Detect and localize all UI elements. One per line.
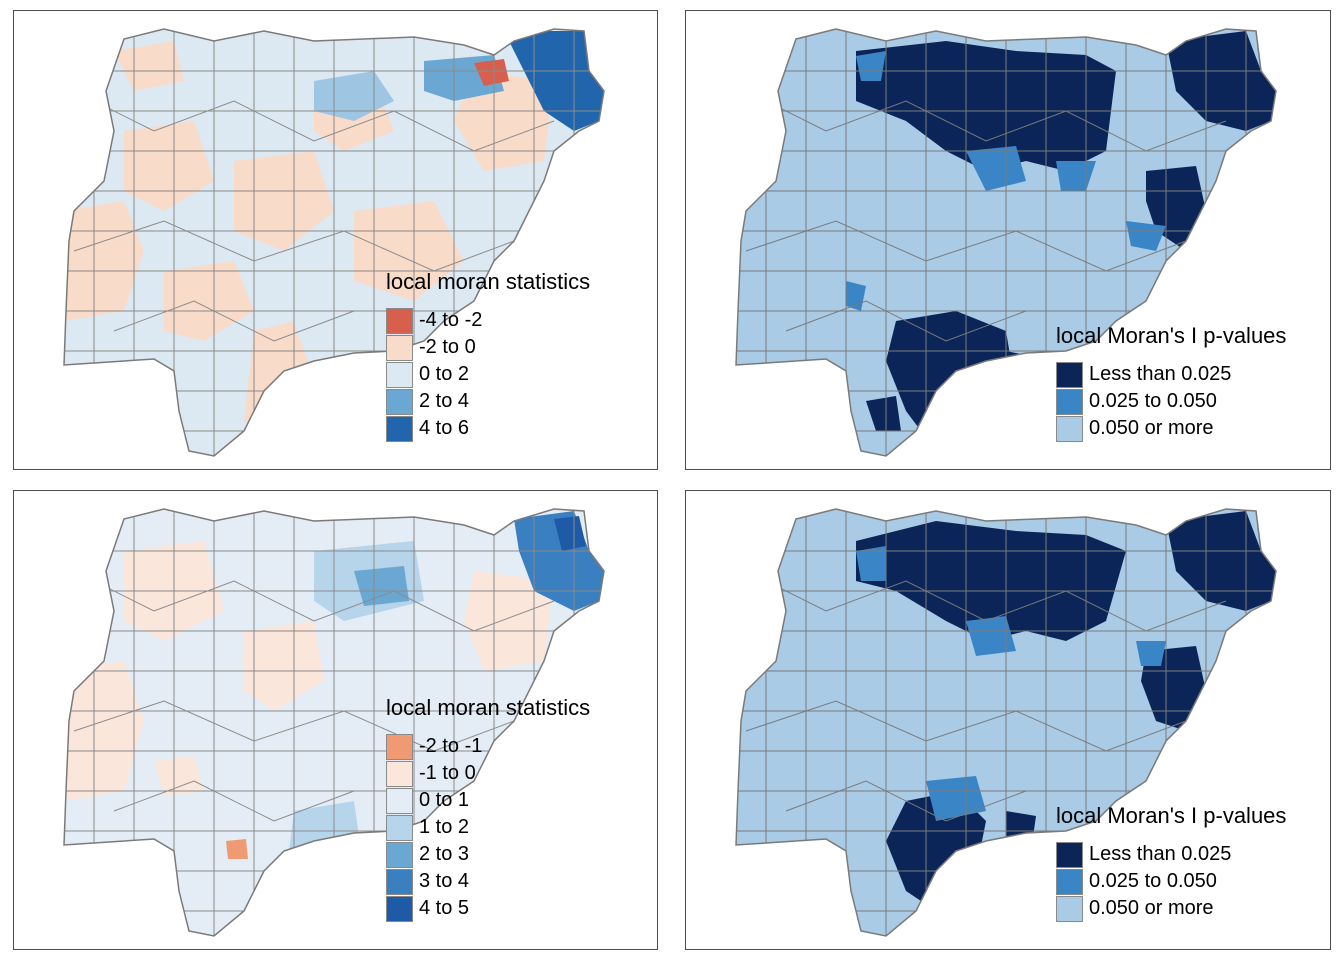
legend-title: local moran statistics [386, 269, 591, 294]
legend-swatch [1056, 361, 1083, 388]
legend-swatch [1056, 841, 1083, 868]
legend-entry: 2 to 4 [386, 388, 590, 415]
legend-swatch [386, 760, 413, 787]
legend-entry: Less than 0.025 [1056, 841, 1286, 868]
country-outline [735, 508, 1277, 937]
country-outline [63, 508, 605, 937]
legend-swatch [386, 334, 413, 361]
legend-swatch [386, 868, 413, 895]
legend-entry: -2 to 0 [386, 334, 590, 361]
legend-entry: 0.050 or more [1056, 895, 1286, 922]
map-panel-top-right: local Moran's I p-values Less than 0.025… [685, 10, 1331, 470]
legend-swatch [386, 361, 413, 388]
legend-label: 1 to 2 [419, 816, 470, 838]
legend-entry: 0 to 1 [386, 787, 590, 814]
country-outline [63, 28, 605, 457]
legend: local Moran's I p-values Less than 0.025… [1056, 803, 1286, 922]
legend-items: Less than 0.025 0.025 to 0.050 0.050 or mo… [1056, 841, 1286, 922]
legend-entry: 0.025 to 0.050 [1056, 868, 1286, 895]
legend-label: Less than 0.025 [1089, 363, 1232, 385]
choropleth-map [735, 28, 1277, 457]
legend-entry: Less than 0.025 [1056, 361, 1286, 388]
map-panel-top-left: local moran statistics -4 to -2 -2 to 0 0 … [13, 10, 658, 470]
legend-entry: 0.050 or more [1056, 415, 1286, 442]
legend-swatch [386, 733, 413, 760]
legend-entry: -2 to -1 [386, 733, 590, 760]
legend-label: 0 to 1 [419, 789, 470, 811]
legend-items: -4 to -2 -2 to 0 0 to 2 2 to 4 4 to 6 [386, 307, 590, 442]
legend-swatch [1056, 868, 1083, 895]
legend-swatch [386, 388, 413, 415]
legend-entry: -4 to -2 [386, 307, 590, 334]
legend-entry: 4 to 5 [386, 895, 590, 922]
legend-swatch [386, 895, 413, 922]
map-panel-bottom-right: local Moran's I p-values Less than 0.025… [685, 490, 1331, 950]
choropleth-map [63, 508, 605, 937]
legend-entry: 0 to 2 [386, 361, 590, 388]
legend-items: Less than 0.025 0.025 to 0.050 0.050 or mo… [1056, 361, 1286, 442]
legend-label: 2 to 4 [419, 390, 470, 412]
legend-label: 0.025 to 0.050 [1089, 390, 1217, 412]
legend-entry: 0.025 to 0.050 [1056, 388, 1286, 415]
country-outline [735, 28, 1277, 457]
legend-label: -2 to 0 [419, 336, 476, 358]
district-boundaries [64, 29, 604, 456]
legend: local Moran's I p-values Less than 0.025… [1056, 323, 1286, 442]
choropleth-map [735, 508, 1277, 937]
legend-label: 2 to 3 [419, 843, 470, 865]
legend-entry: 1 to 2 [386, 814, 590, 841]
map-panel-bottom-left: local moran statistics -2 to -1 -1 to 0 0 … [13, 490, 658, 950]
legend-swatch [1056, 895, 1083, 922]
legend-swatch [1056, 388, 1083, 415]
legend-label: 4 to 5 [419, 897, 470, 919]
legend-label: 4 to 6 [419, 417, 470, 439]
legend-swatch [386, 415, 413, 442]
choropleth-map [63, 28, 605, 457]
legend: local moran statistics -4 to -2 -2 to 0 0 … [386, 269, 590, 442]
legend-title: local Moran's I p-values [1056, 803, 1287, 828]
legend-title: local moran statistics [386, 695, 591, 720]
legend-label: 0.025 to 0.050 [1089, 870, 1217, 892]
legend-entry: 2 to 3 [386, 841, 590, 868]
legend-label: 0 to 2 [419, 363, 470, 385]
legend-entry: 4 to 6 [386, 415, 590, 442]
legend-swatch [386, 814, 413, 841]
legend-label: 0.050 or more [1089, 897, 1214, 919]
legend-entry: 3 to 4 [386, 868, 590, 895]
legend-label: 0.050 or more [1089, 417, 1214, 439]
legend-label: -1 to 0 [419, 762, 476, 784]
legend-swatch [386, 307, 413, 334]
legend-label: -2 to -1 [419, 735, 483, 757]
legend-swatch [386, 841, 413, 868]
legend-swatch [1056, 415, 1083, 442]
legend: local moran statistics -2 to -1 -1 to 0 0 … [386, 695, 590, 922]
region-patches [846, 31, 1276, 451]
legend-label: 3 to 4 [419, 870, 470, 892]
legend-label: -4 to -2 [419, 309, 483, 331]
legend-entry: -1 to 0 [386, 760, 590, 787]
legend-label: Less than 0.025 [1089, 843, 1232, 865]
legend-items: -2 to -1 -1 to 0 0 to 1 1 to 2 2 to 3 3 to 4 4… [386, 733, 590, 922]
legend-title: local Moran's I p-values [1056, 323, 1287, 348]
legend-swatch [386, 787, 413, 814]
